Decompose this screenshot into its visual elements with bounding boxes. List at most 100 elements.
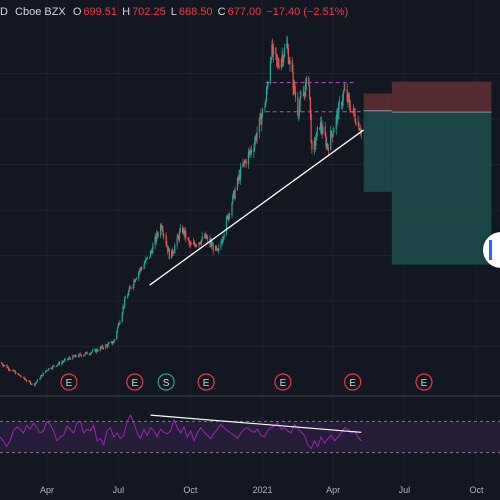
candle-body [135, 278, 137, 280]
candle-body [244, 160, 246, 163]
candle-body [105, 344, 107, 349]
candle-body [265, 100, 267, 107]
high-label: H [122, 6, 131, 18]
candle-body [354, 113, 356, 121]
candle-body [292, 72, 294, 89]
price-trendlines[interactable] [149, 129, 365, 286]
event-marker-circle [415, 373, 433, 391]
candle-body [228, 213, 230, 220]
candle-body [0, 362, 3, 364]
candle-body [152, 245, 154, 254]
candle-body [127, 291, 130, 295]
candle-body [276, 59, 279, 62]
candle-body [34, 383, 36, 386]
candle-body [124, 298, 126, 300]
candle-body [171, 249, 174, 255]
candle-body [18, 373, 20, 375]
candle-body [326, 143, 329, 149]
candle-body [40, 376, 42, 379]
candle-body [123, 306, 125, 308]
candle-body [342, 92, 344, 101]
candle-body [61, 362, 63, 365]
candle-body [199, 242, 201, 244]
rsi-band-fill [0, 421, 500, 453]
candle-body [190, 244, 192, 246]
candle-body [85, 351, 87, 353]
candle-body [352, 111, 354, 113]
candle-body [204, 233, 206, 238]
candle-body [311, 142, 313, 150]
rsi-pane-divider[interactable] [0, 395, 500, 397]
candle-body [195, 245, 197, 247]
candle-body [66, 358, 68, 360]
candle-body [308, 77, 310, 85]
candle-body [134, 280, 136, 282]
candle-body [254, 141, 256, 149]
candle-body [106, 344, 108, 347]
candle-body [128, 287, 130, 292]
open-value: 699.51 [83, 6, 118, 18]
candle-body [355, 120, 357, 125]
candle-body [24, 378, 26, 380]
candle-body [272, 47, 275, 55]
time-axis-tick-label: Jul [113, 485, 125, 495]
candle-body [182, 227, 184, 233]
candle-body [353, 108, 355, 114]
candle-body [196, 245, 198, 247]
candle-body [234, 190, 236, 199]
candle-body [217, 248, 219, 251]
candle-body [133, 280, 135, 286]
candle-body [237, 177, 239, 180]
candle-body [308, 84, 311, 98]
candle-body [72, 355, 74, 360]
candle-body [193, 242, 195, 245]
candle-body [8, 369, 11, 371]
candle-body [266, 85, 268, 90]
candle-body [333, 129, 335, 133]
horizontal-levels[interactable] [265, 82, 364, 113]
candle-body [15, 371, 17, 375]
stop-zone [391, 81, 492, 113]
candle-body [348, 98, 351, 107]
candle-body [162, 230, 164, 235]
candle-body [110, 341, 112, 343]
candle-body [108, 342, 110, 344]
event-marker-label: E [421, 378, 428, 389]
symbol-tail[interactable]: D [0, 6, 8, 18]
candle-body [194, 244, 196, 247]
scroll-to-realtime-button[interactable] [483, 232, 500, 268]
candle-body [57, 364, 59, 365]
candle-body [289, 60, 291, 64]
candle-body [261, 108, 264, 116]
time-axis[interactable]: Apr Jul Oct 2021 Apr Jul Oct [0, 482, 500, 500]
candle-body [68, 357, 70, 359]
candle-body [293, 82, 295, 89]
candle-body [150, 251, 152, 253]
candle-body [58, 362, 60, 365]
candle-body [255, 136, 257, 140]
candle-body [248, 151, 250, 153]
candle-body [227, 216, 229, 220]
candle-body [232, 191, 235, 196]
candle-body [145, 258, 148, 260]
close-value: 677.00 [227, 6, 262, 18]
candle-body [26, 380, 28, 382]
candle-body [29, 381, 32, 385]
position-zones[interactable] [363, 81, 492, 265]
time-axis-tick-label: Apr [40, 485, 54, 495]
candle-body [357, 122, 359, 125]
candle-body [44, 371, 47, 374]
rsi-line [0, 414, 362, 450]
candle-body [346, 89, 348, 101]
exchange-label: Cboe BZX [15, 6, 66, 18]
candle-body [330, 130, 333, 135]
candle-body [67, 358, 69, 360]
time-axis-tick-label: Jul [399, 485, 411, 495]
candle-body [73, 355, 75, 357]
candle-body [188, 239, 190, 242]
candle-body [297, 114, 300, 116]
candle-body [324, 127, 326, 137]
candle-body [309, 97, 311, 114]
